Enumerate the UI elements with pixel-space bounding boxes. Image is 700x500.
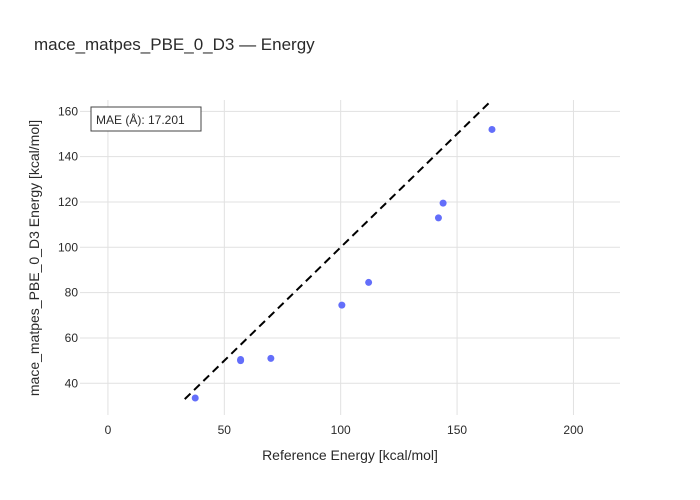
reference-line-group [184, 99, 493, 400]
chart-title: mace_matpes_PBE_0_D3 — Energy [34, 35, 315, 54]
data-point [191, 394, 199, 402]
data-point [434, 214, 442, 222]
mae-annotation-text: MAE (Å): 17.201 [96, 112, 185, 127]
x-tick-label: 50 [218, 423, 232, 437]
x-tick-label: 0 [105, 423, 112, 437]
y-tick-label: 60 [65, 331, 79, 345]
x-tick-label: 200 [563, 423, 583, 437]
y-tick-label: 160 [58, 104, 78, 118]
y-tick-label: 80 [65, 286, 79, 300]
y-tick-label: 100 [58, 240, 78, 254]
y-tick-label: 140 [58, 150, 78, 164]
x-tick-label: 150 [447, 423, 467, 437]
y-tick-label: 120 [58, 195, 78, 209]
data-point [439, 199, 447, 207]
y-axis-title: mace_matpes_PBE_0_D3 Energy [kcal/mol] [26, 120, 42, 396]
tick-labels: 0 50 100 150 200 40 60 80 100 120 140 160 [58, 104, 584, 437]
x-axis-title: Reference Energy [kcal/mol] [262, 447, 438, 463]
data-points [191, 125, 496, 402]
data-point [488, 125, 496, 133]
mae-annotation: MAE (Å): 17.201 [90, 106, 202, 132]
y-tick-label: 40 [65, 376, 79, 390]
data-point [365, 278, 373, 286]
x-tick-label: 100 [331, 423, 351, 437]
reference-line [184, 99, 493, 400]
mae-annotation-box [90, 106, 202, 132]
data-point [237, 355, 245, 363]
grid [80, 100, 620, 415]
data-point [267, 354, 275, 362]
data-point [338, 301, 346, 309]
